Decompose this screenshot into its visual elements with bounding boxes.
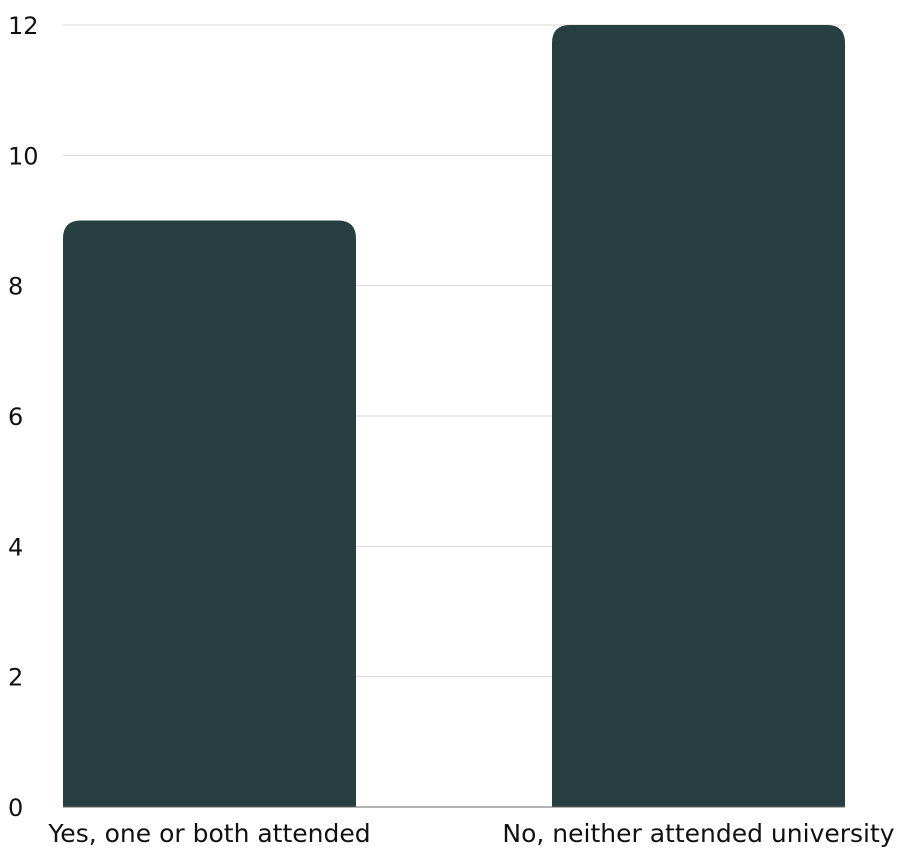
bar: [552, 25, 845, 807]
x-category-label: No, neither attended university: [502, 819, 894, 848]
y-tick-label: 6: [8, 403, 23, 431]
y-tick-label: 12: [8, 12, 39, 40]
y-tick-label: 10: [8, 142, 39, 170]
y-tick-label: 0: [8, 794, 23, 822]
y-tick-label: 4: [8, 533, 23, 561]
y-tick-label: 2: [8, 664, 23, 692]
y-tick-label: 8: [8, 273, 23, 301]
bar: [63, 220, 356, 807]
y-axis-ticks: 0 2 4 6 8 10 12: [8, 12, 39, 822]
x-axis-labels: Yes, one or both attended No, neither att…: [47, 819, 894, 848]
bars: [63, 25, 845, 807]
x-category-label: Yes, one or both attended: [47, 819, 370, 848]
